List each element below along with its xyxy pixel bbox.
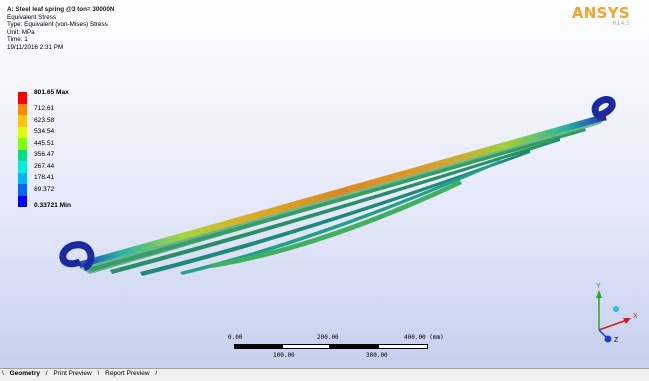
scale-bar: 0.00 200.00 400.00 (mm) 100.00 300.00 — [228, 334, 444, 362]
result-name: Equivalent Stress — [7, 13, 57, 21]
legend-label: 534.54 — [34, 128, 55, 135]
legend-swatch — [18, 103, 27, 115]
graphics-viewport[interactable]: A: Steel leaf spring @3 ton= 30000N Equi… — [0, 0, 649, 368]
result-time: Time: 1 — [7, 36, 28, 44]
scale-segment-3 — [330, 344, 378, 349]
spring-top-leaf — [78, 115, 603, 268]
legend-label: 0.33721 Min — [34, 201, 72, 209]
triad-y-label: Y — [596, 283, 601, 290]
scale-segment-2 — [282, 344, 330, 349]
legend-swatch — [18, 149, 27, 161]
tab-report-preview[interactable]: Report Preview — [105, 370, 150, 377]
axis-triad[interactable]: Y X Z — [577, 278, 637, 348]
legend-label: 267.44 — [34, 162, 55, 170]
spring-eye-left — [59, 241, 95, 272]
legend-swatch — [18, 92, 27, 104]
scale-label-200: 200.00 — [317, 334, 339, 341]
logo-version: R14.5 — [612, 20, 630, 27]
legend-swatch — [18, 172, 27, 184]
legend-label: 712.61 — [34, 105, 55, 112]
ansys-logo: ANSYS R14.5 — [572, 4, 630, 27]
scale-segment-4 — [378, 344, 428, 349]
scale-label-400: 400.00 (mm) — [404, 334, 444, 341]
result-unit: Unit: MPa — [7, 28, 35, 36]
scale-label-300: 300.00 — [366, 352, 388, 359]
leaf-spring-model[interactable] — [0, 0, 649, 368]
legend-swatch — [18, 126, 27, 138]
legend-swatch — [18, 195, 27, 207]
scale-segment-1 — [234, 344, 282, 349]
scale-label-100: 100.00 — [273, 352, 295, 359]
legend-swatch — [18, 115, 27, 127]
legend-swatch — [18, 161, 27, 173]
spring-bottom-edge — [80, 121, 603, 274]
logo-brand: ANSYS — [571, 4, 630, 22]
result-info: A: Steel leaf spring @3 ton= 30000N Equi… — [7, 6, 114, 52]
result-type: Type: Equivalent (von-Mises) Stress — [7, 21, 108, 29]
spring-leaf-6 — [210, 180, 462, 268]
triad-x-label: X — [633, 313, 637, 320]
legend-swatch — [18, 184, 27, 196]
result-date: 19/11/2016 2:31 PM — [7, 43, 64, 51]
triad-z-label: Z — [614, 337, 619, 344]
spring-eye-right — [591, 96, 616, 121]
view-tabs: \ Geometry / Print Preview \ Report Prev… — [0, 368, 649, 381]
legend-label: 801.65 Max — [34, 89, 69, 96]
spring-leaf-3 — [110, 138, 560, 274]
scale-label-0: 0.00 — [228, 334, 243, 341]
legend-swatch — [18, 138, 27, 150]
legend-label: 356.47 — [34, 151, 55, 158]
legend-label: 445.51 — [34, 139, 55, 147]
spring-leaf-4 — [140, 150, 530, 276]
legend-label: 89.372 — [34, 185, 55, 193]
legend-label: 623.58 — [34, 116, 55, 124]
tab-print-preview[interactable]: Print Preview — [53, 370, 92, 377]
legend-label: 178.41 — [34, 174, 55, 181]
analysis-title: A: Steel leaf spring @3 ton= 30000N — [7, 6, 115, 13]
tab-geometry[interactable]: Geometry — [9, 370, 40, 377]
